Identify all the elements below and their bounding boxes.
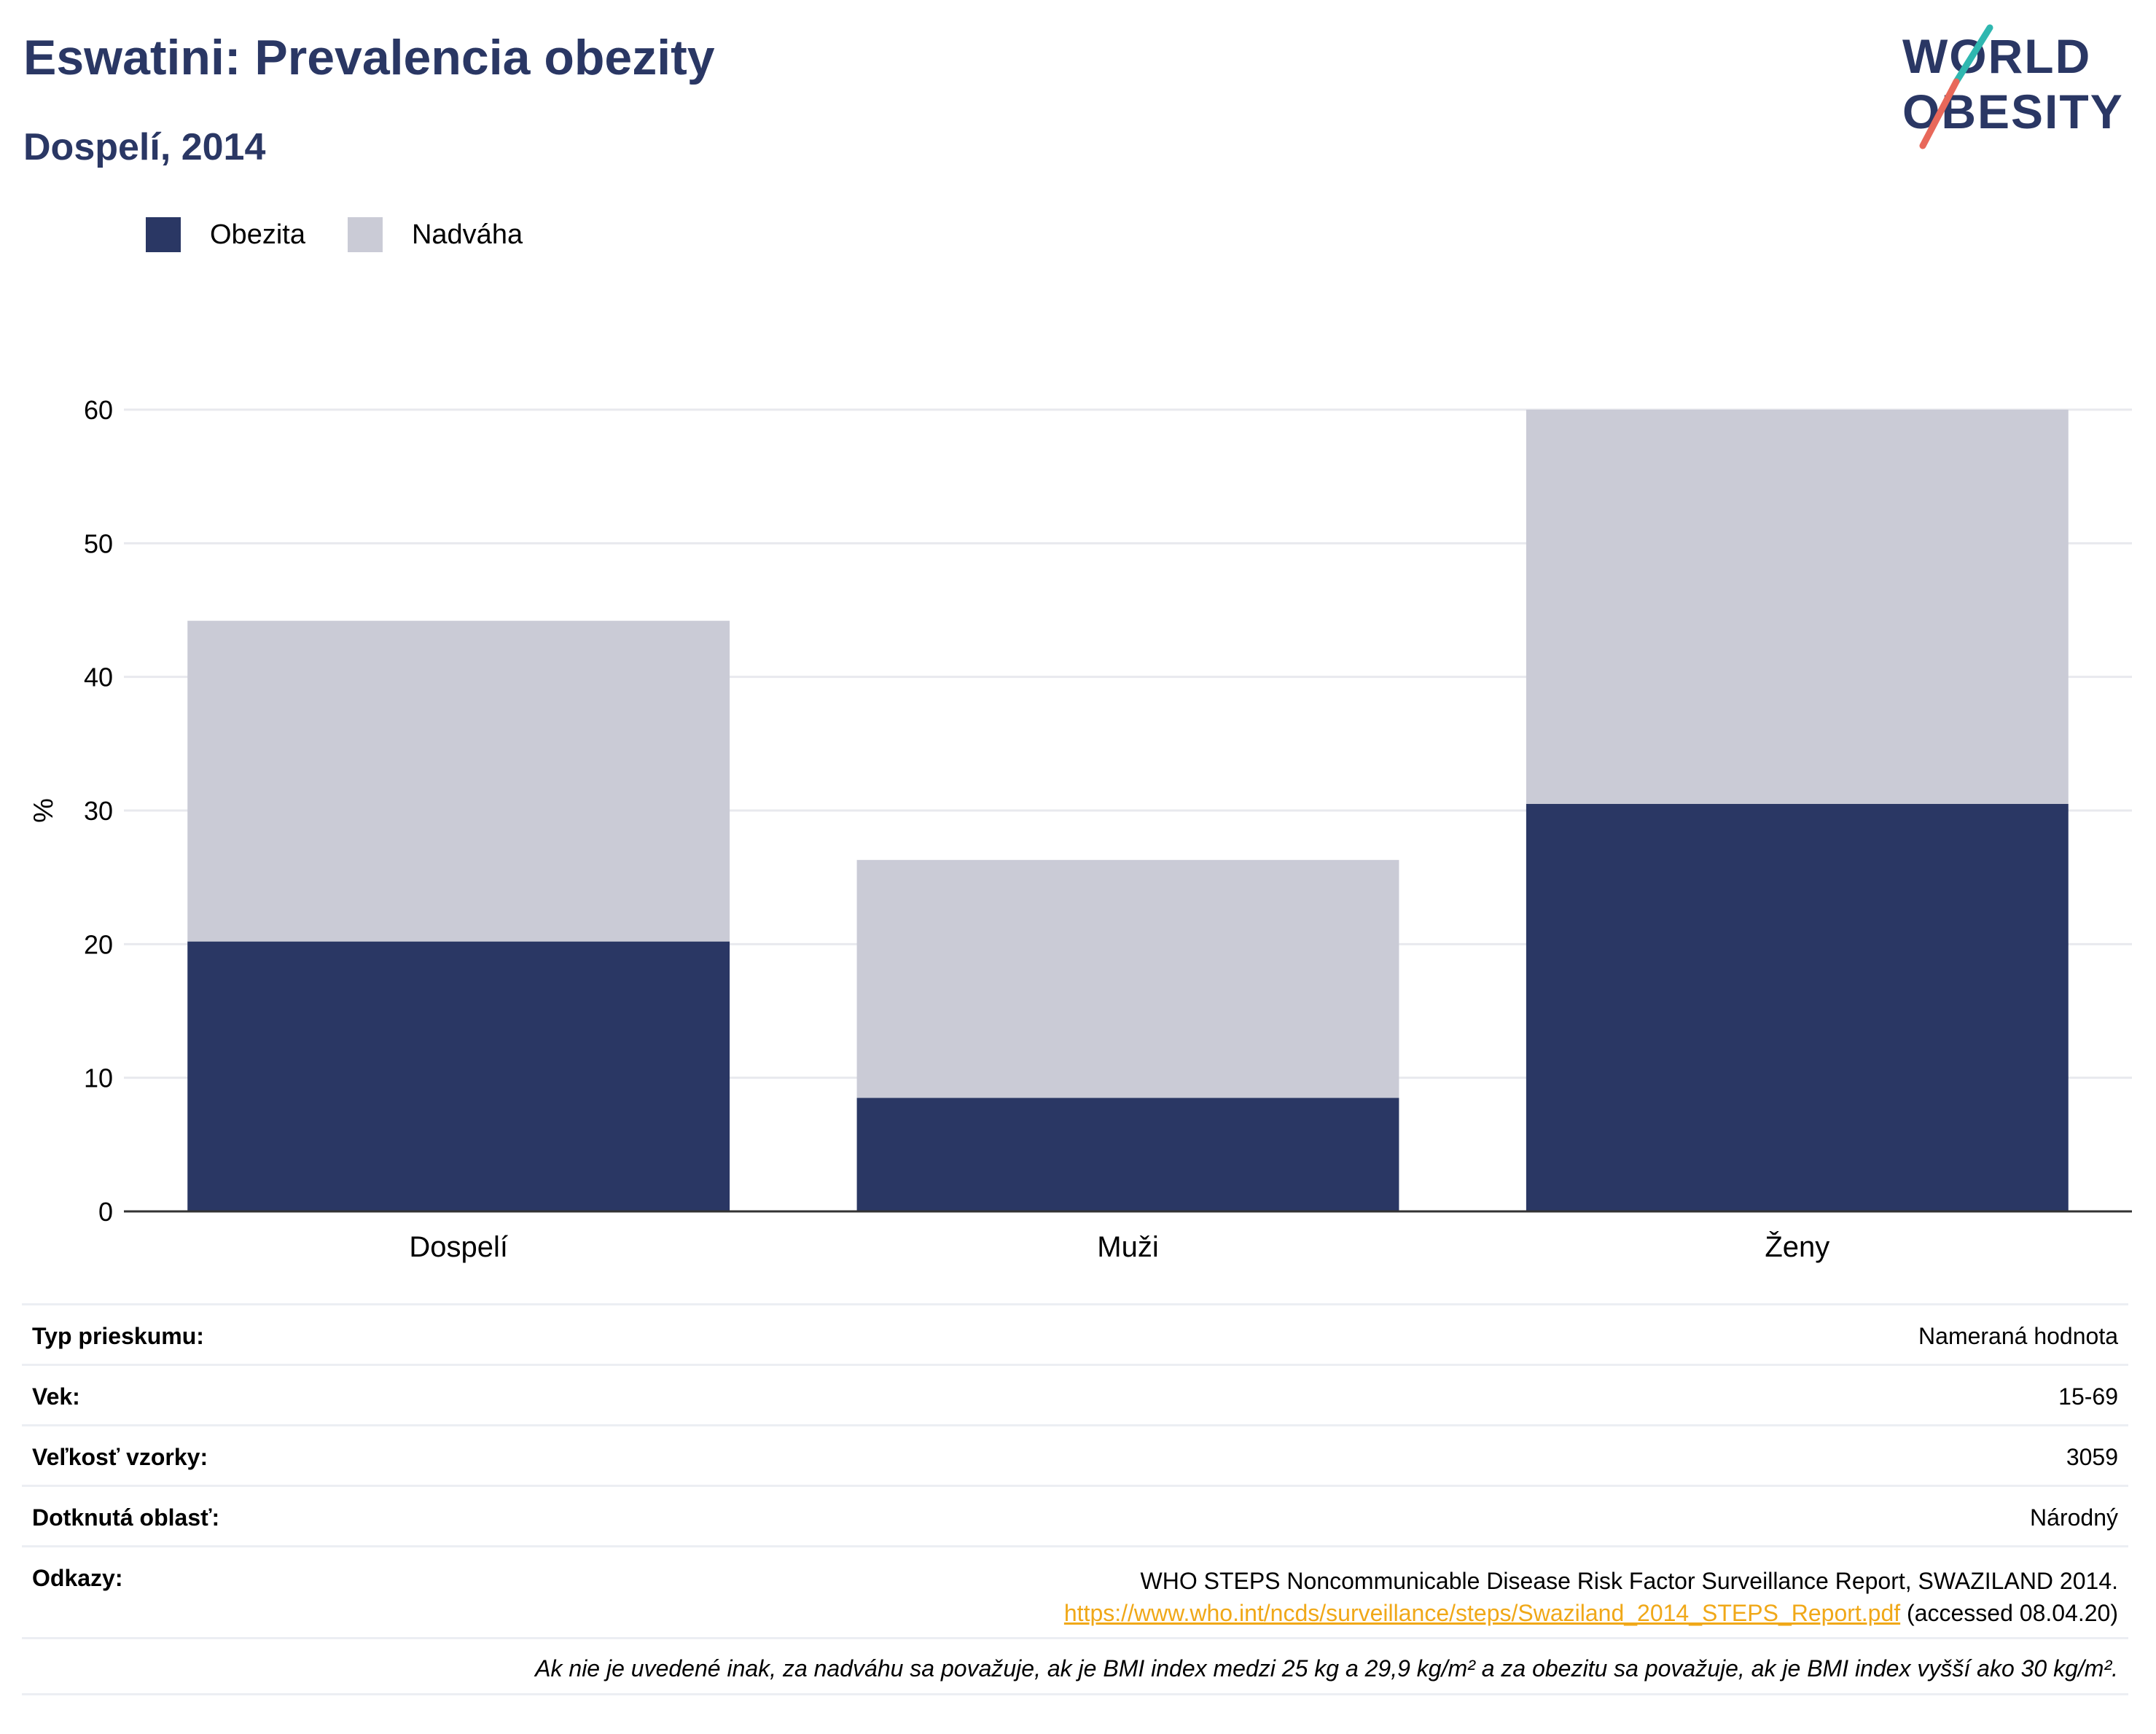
detail-row-references: Odkazy: WHO STEPS Noncommunicable Diseas…	[22, 1545, 2128, 1637]
references-label: Odkazy:	[32, 1565, 123, 1591]
svg-text:WORLD: WORLD	[1902, 29, 2091, 83]
legend-swatch-overweight	[347, 217, 383, 252]
legend-label-obesity: Obezita	[210, 219, 305, 250]
x-tick-label: Dospelí	[409, 1231, 508, 1263]
legend-label-overweight: Nadváha	[411, 219, 523, 250]
survey-type-label: Typ prieskumu:	[32, 1323, 204, 1349]
detail-row-area: Dotknutá oblasť: Národný	[22, 1485, 2128, 1545]
legend-swatch-obesity	[146, 217, 181, 252]
y-tick-label: 10	[84, 1063, 113, 1093]
y-tick-label: 60	[84, 395, 113, 425]
age-value: 15-69	[2058, 1383, 2118, 1410]
bar-overweight	[187, 620, 730, 942]
detail-row-age: Vek: 15-69	[22, 1364, 2128, 1424]
legend-item-overweight: Nadváha	[347, 217, 523, 252]
definition-note: Ak nie je uvedené inak, za nadváhu sa po…	[22, 1637, 2128, 1695]
page-title: Eswatini: Prevalencia obezity	[23, 30, 715, 85]
x-tick-label: Ženy	[1765, 1230, 1829, 1263]
bar-obesity	[1526, 803, 2069, 1211]
bar-overweight	[856, 859, 1399, 1098]
references-text: WHO STEPS Noncommunicable Disease Risk F…	[1140, 1568, 2119, 1594]
detail-row-survey-type: Typ prieskumu: Nameraná hodnota	[22, 1303, 2128, 1364]
bar-obesity	[187, 941, 730, 1211]
y-tick-label: 40	[84, 663, 113, 692]
detail-row-sample-size: Veľkosť vzorky: 3059	[22, 1424, 2128, 1485]
svg-text:OBESITY: OBESITY	[1902, 85, 2124, 138]
y-tick-label: 20	[84, 929, 113, 959]
sample-size-label: Veľkosť vzorky:	[32, 1444, 208, 1470]
page-subtitle: Dospelí, 2014	[23, 126, 266, 168]
references-link[interactable]: https://www.who.int/ncds/surveillance/st…	[1063, 1600, 1901, 1626]
area-value: Národný	[2030, 1504, 2118, 1531]
bar-overweight	[1526, 410, 2069, 804]
y-tick-label: 30	[84, 796, 113, 826]
sample-size-value: 3059	[2066, 1444, 2118, 1470]
y-tick-label: 0	[98, 1197, 113, 1227]
area-label: Dotknutá oblasť:	[32, 1504, 220, 1531]
references-value: WHO STEPS Noncommunicable Disease Risk F…	[1064, 1565, 2118, 1629]
survey-details: Typ prieskumu: Nameraná hodnota Vek: 15-…	[22, 1303, 2128, 1695]
y-axis-label: %	[28, 798, 59, 823]
bar-obesity	[856, 1098, 1399, 1211]
x-tick-label: Muži	[1097, 1231, 1158, 1263]
survey-type-value: Nameraná hodnota	[1918, 1323, 2118, 1349]
y-tick-label: 50	[84, 528, 113, 558]
references-accessed: (accessed 08.04.20)	[1900, 1600, 2118, 1626]
bar-chart: 0 10 20 30 40 50 60 Dospelí Muži Ženy%	[28, 395, 2132, 1263]
age-label: Vek:	[32, 1383, 80, 1410]
legend-item-obesity: Obezita	[146, 217, 305, 252]
world-obesity-logo: WORLD OBESITY	[1902, 24, 2124, 149]
chart-legend: Obezita Nadváha	[146, 217, 565, 252]
